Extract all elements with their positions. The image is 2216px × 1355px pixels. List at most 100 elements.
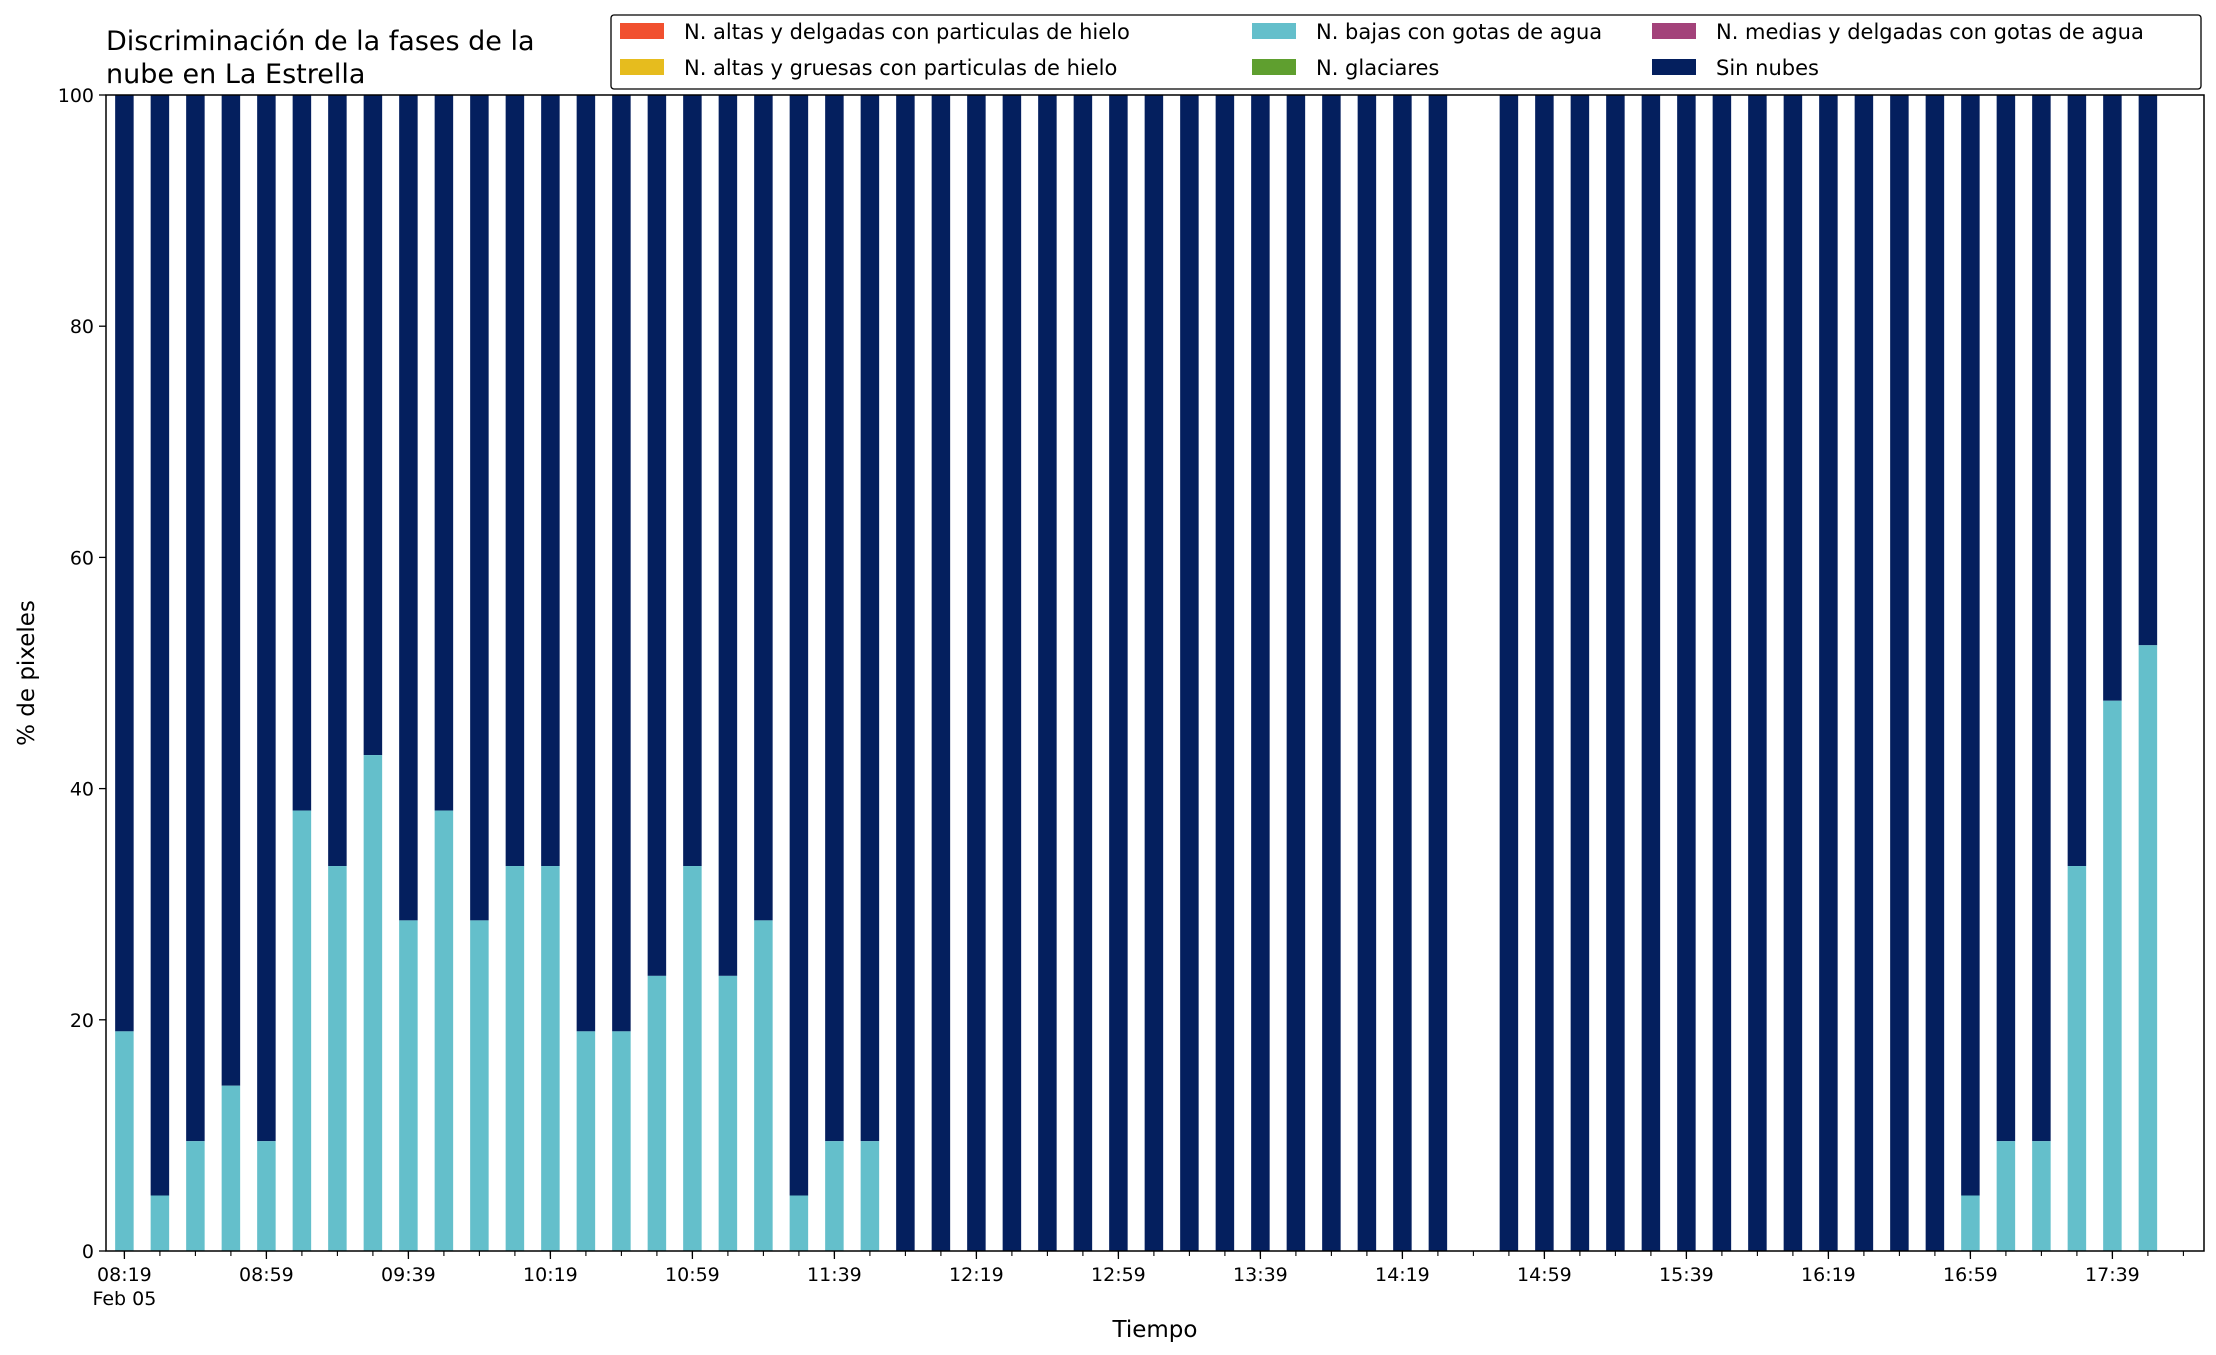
- bar-sin-nubes: [1499, 95, 1519, 1251]
- y-axis-label: % de pixeles: [14, 600, 40, 746]
- legend-label: Sin nubes: [1716, 56, 1819, 80]
- bar-sin-nubes: [1393, 95, 1412, 1251]
- legend-label: N. glaciares: [1316, 56, 1439, 80]
- bar-bajas-gotas-agua: [434, 810, 454, 1251]
- bar-bajas-gotas-agua: [257, 1141, 276, 1251]
- bar-sin-nubes: [1215, 95, 1235, 1251]
- bar-sin-nubes: [1428, 95, 1448, 1251]
- bar-sin-nubes: [221, 95, 241, 1086]
- bar-bajas-gotas-agua: [647, 975, 667, 1251]
- bar-sin-nubes: [1109, 95, 1128, 1251]
- bar-sin-nubes: [931, 95, 951, 1251]
- bar-sin-nubes: [1641, 95, 1661, 1251]
- y-tick-label: 40: [70, 779, 94, 801]
- bar-bajas-gotas-agua: [541, 866, 560, 1251]
- bar-bajas-gotas-agua: [825, 1141, 844, 1251]
- bar-sin-nubes: [1996, 95, 2016, 1142]
- bar-sin-nubes: [860, 95, 880, 1142]
- bar-sin-nubes: [186, 95, 205, 1142]
- bar-sin-nubes: [1038, 95, 1057, 1251]
- bar-sin-nubes: [718, 95, 738, 976]
- bar-sin-nubes: [612, 95, 631, 1032]
- bar-bajas-gotas-agua: [505, 866, 525, 1251]
- bar-bajas-gotas-agua: [150, 1195, 170, 1251]
- bar-sin-nubes: [2067, 95, 2087, 867]
- chart-title-line-1: Discriminación de la fases de la: [106, 26, 535, 57]
- x-tick-label: 14:59: [1517, 1264, 1572, 1286]
- bar-bajas-gotas-agua: [2067, 866, 2087, 1251]
- bar-sin-nubes: [1925, 95, 1945, 1251]
- legend-swatch: [620, 23, 664, 39]
- legend-item: N. bajas con gotas de agua: [1252, 20, 1602, 44]
- bar-bajas-gotas-agua: [1996, 1141, 2016, 1251]
- bar-sin-nubes: [1783, 95, 1803, 1251]
- x-tick-label: 15:39: [1659, 1264, 1714, 1286]
- bar-sin-nubes: [328, 95, 347, 867]
- x-axis: 08:19 08:59 09:39 10:19 10:59 11:39 12:19 12:59…: [92, 1251, 2184, 1310]
- bar-sin-nubes: [896, 95, 915, 1251]
- bar-sin-nubes: [2103, 95, 2122, 701]
- bar-bajas-gotas-agua: [576, 1031, 596, 1251]
- x-tick-label: 12:19: [949, 1264, 1004, 1286]
- bar-bajas-gotas-agua: [2103, 700, 2122, 1251]
- legend-frame: [610, 14, 2202, 90]
- bar-bajas-gotas-agua: [292, 810, 312, 1251]
- bar-sin-nubes: [1961, 95, 1980, 1196]
- chart-title: Discriminación de la fases de la nube en…: [106, 26, 535, 90]
- x-tick-label: 09:39: [381, 1264, 436, 1286]
- legend-swatch: [1252, 23, 1296, 39]
- x-tick-label: 08:59: [239, 1264, 294, 1286]
- y-tick-label: 20: [70, 1010, 94, 1032]
- y-tick-label: 60: [70, 547, 94, 569]
- bar-sin-nubes: [825, 95, 844, 1142]
- bar-bajas-gotas-agua: [2032, 1141, 2051, 1251]
- bar-sin-nubes: [470, 95, 489, 921]
- bar-bajas-gotas-agua: [683, 866, 702, 1251]
- bar-sin-nubes: [576, 95, 596, 1032]
- bar-sin-nubes: [434, 95, 454, 811]
- bar-sin-nubes: [1322, 95, 1341, 1251]
- x-tick-label: 10:19: [523, 1264, 578, 1286]
- bar-sin-nubes: [2032, 95, 2051, 1142]
- bars-group: [115, 95, 2158, 1251]
- bar-sin-nubes: [1357, 95, 1377, 1251]
- y-tick-label: 0: [82, 1241, 94, 1263]
- bar-sin-nubes: [2138, 95, 2158, 646]
- bar-bajas-gotas-agua: [860, 1141, 880, 1251]
- bar-sin-nubes: [683, 95, 702, 867]
- y-tick-label: 100: [58, 85, 94, 107]
- bar-sin-nubes: [1002, 95, 1022, 1251]
- plot-area-frame: [105, 94, 2205, 1252]
- legend-label: N. altas y delgadas con particulas de hi…: [684, 20, 1130, 44]
- chart-title-line-2: nube en La Estrella: [106, 59, 365, 90]
- legend: N. altas y delgadas con particulas de hi…: [610, 14, 2202, 90]
- bar-sin-nubes: [1890, 95, 1909, 1251]
- x-tick-label: 13:39: [1233, 1264, 1288, 1286]
- legend-label: N. medias y delgadas con gotas de agua: [1716, 20, 2144, 44]
- bar-bajas-gotas-agua: [789, 1195, 809, 1251]
- x-axis-label: Tiempo: [1112, 1317, 1198, 1343]
- bar-sin-nubes: [1748, 95, 1767, 1251]
- bar-sin-nubes: [1180, 95, 1199, 1251]
- bar-sin-nubes: [1606, 95, 1625, 1251]
- bar-bajas-gotas-agua: [1961, 1195, 1980, 1251]
- bar-sin-nubes: [257, 95, 276, 1142]
- legend-swatch: [620, 59, 664, 75]
- x-tick-label: 16:19: [1801, 1264, 1856, 1286]
- legend-swatch: [1252, 59, 1296, 75]
- bar-sin-nubes: [292, 95, 312, 811]
- x-tick-label: 08:19: [97, 1264, 152, 1286]
- bar-sin-nubes: [789, 95, 809, 1196]
- legend-item: N. altas y gruesas con particulas de hie…: [620, 56, 1117, 80]
- bar-sin-nubes: [1854, 95, 1874, 1251]
- bar-bajas-gotas-agua: [470, 920, 489, 1251]
- bar-bajas-gotas-agua: [186, 1141, 205, 1251]
- bar-sin-nubes: [115, 95, 134, 1032]
- bar-sin-nubes: [541, 95, 560, 867]
- bar-sin-nubes: [1251, 95, 1270, 1251]
- bar-sin-nubes: [1819, 95, 1838, 1251]
- x-tick-date-label: Feb 05: [92, 1288, 156, 1310]
- bar-sin-nubes: [1712, 95, 1732, 1251]
- bar-sin-nubes: [1286, 95, 1306, 1251]
